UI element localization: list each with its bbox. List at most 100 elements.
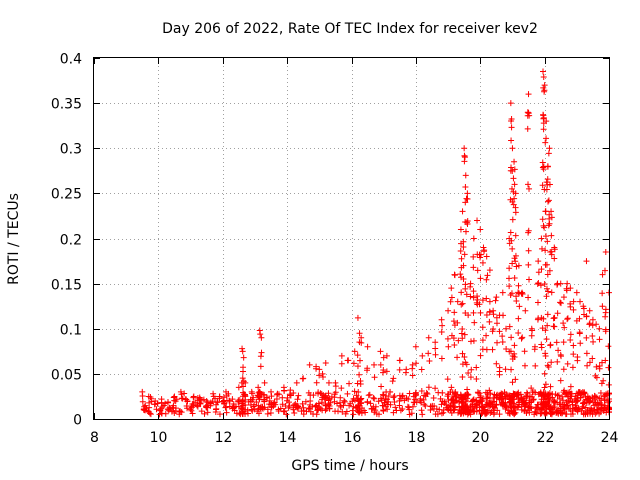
data-point [462,184,469,191]
data-point-cloud [569,411,576,418]
data-point [561,387,568,394]
data-point [592,372,599,379]
data-point-peak [268,388,275,395]
data-point [590,338,597,345]
data-point-cloud [390,409,397,416]
data-point [557,299,564,306]
data-point-cloud [372,407,379,414]
data-point [209,398,216,405]
data-point-cloud [349,407,356,414]
data-point [602,357,609,364]
data-point [448,384,455,391]
data-point-cloud [565,405,572,412]
data-point-peak [589,316,596,323]
data-point [439,389,446,396]
data-point-peak [538,235,545,242]
data-point [418,366,425,373]
data-point-peak [145,393,152,400]
data-point [602,326,609,333]
data-point-peak [377,348,384,355]
data-point-cloud [212,401,219,408]
data-point [494,339,501,346]
data-point [286,402,293,409]
data-point-peak [190,393,197,400]
data-point [545,198,552,205]
data-point-peak [541,82,548,89]
data-point [483,295,490,302]
data-point-peak [470,235,477,242]
data-point [300,404,307,411]
data-point [371,374,378,381]
data-point [512,232,519,239]
data-point [257,363,264,370]
data-point [145,408,152,415]
data-point [601,267,608,274]
data-point [396,366,403,373]
data-point-cloud [279,394,286,401]
data-point-peak [274,390,281,397]
data-point-cloud [220,394,227,401]
data-point [390,394,397,401]
data-point-cloud [256,393,263,400]
data-point [589,332,596,339]
data-point-cloud [528,393,535,400]
data-point-cloud [299,400,306,407]
data-point-peak [583,258,590,265]
data-point [546,267,553,274]
x-tick-label: 14 [279,430,297,446]
data-point-peak [557,280,564,287]
data-point [535,269,542,276]
data-point [526,185,533,192]
data-point [525,294,532,301]
data-point-peak [448,285,455,292]
data-point [539,159,546,166]
data-point-peak [474,217,481,224]
data-point [459,373,466,380]
data-point-peak [438,316,445,323]
data-point-peak [235,384,242,391]
data-point [570,351,577,358]
data-point [542,247,549,254]
data-point [596,336,603,343]
data-point-cloud [511,411,518,418]
data-point-cloud [417,395,424,402]
data-point-cloud [512,409,519,416]
data-point-peak [240,354,247,361]
data-point [493,314,500,321]
data-point [528,385,535,392]
data-point-cloud [471,408,478,415]
x-tick-label: 22 [537,430,555,446]
data-point-peak [462,172,469,179]
data-point [542,139,549,146]
data-point [518,290,525,297]
data-point [438,355,445,362]
data-point [483,346,490,353]
data-point [546,215,553,222]
data-point [483,332,490,339]
data-point-cloud [409,403,416,410]
data-point [489,346,496,353]
data-point [570,342,577,349]
data-point-cloud [551,398,558,405]
data-point [370,394,377,401]
data-point [515,282,522,289]
data-point [534,316,541,323]
data-point [512,204,519,211]
data-point [432,351,439,358]
data-point [509,260,516,267]
data-point-peak [454,298,461,305]
data-point-cloud [574,406,581,413]
data-point [462,228,469,235]
data-point-peak [425,334,432,341]
data-point [548,251,555,258]
data-point-peak [540,68,547,75]
data-point [547,383,554,390]
data-point [146,399,153,406]
data-point [444,335,451,342]
data-point [525,247,532,254]
data-point [476,301,483,308]
data-point [454,319,461,326]
axis-ticks [94,58,610,420]
data-point [564,315,571,322]
data-point [543,135,550,142]
